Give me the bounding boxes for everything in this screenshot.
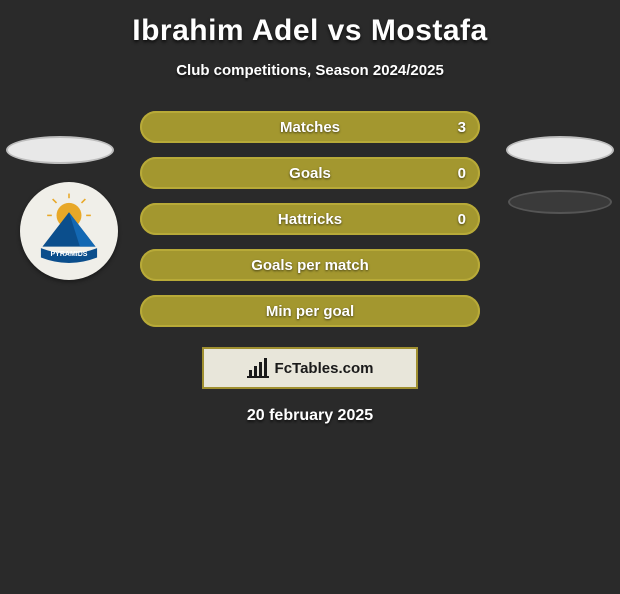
stat-bar-label: Hattricks — [140, 203, 480, 235]
stat-bar: Goals per match — [140, 249, 480, 281]
player-right-placeholder-2 — [508, 190, 612, 214]
stat-bar: Goals0 — [140, 157, 480, 189]
club-badge-text: PYRAMIDS — [51, 251, 88, 258]
stat-bar-label: Goals — [140, 157, 480, 189]
stat-bar: Matches3 — [140, 111, 480, 143]
stat-bar-label: Min per goal — [140, 295, 480, 327]
stat-bar-value: 0 — [458, 203, 466, 235]
player-left-placeholder — [6, 136, 114, 164]
bar-chart-icon — [247, 358, 269, 378]
stat-bar-label: Goals per match — [140, 249, 480, 281]
page-subtitle: Club competitions, Season 2024/2025 — [0, 62, 620, 79]
stat-bar-label: Matches — [140, 111, 480, 143]
player-right-placeholder-1 — [506, 136, 614, 164]
pyramids-logo-icon: PYRAMIDS — [30, 192, 108, 270]
stat-bar-value: 0 — [458, 157, 466, 189]
club-badge: PYRAMIDS — [20, 182, 118, 280]
date-text: 20 february 2025 — [0, 407, 620, 425]
stat-bar-value: 3 — [458, 111, 466, 143]
brand-box: FcTables.com — [202, 347, 418, 389]
brand-text: FcTables.com — [275, 360, 374, 377]
stat-bar: Hattricks0 — [140, 203, 480, 235]
stat-bar: Min per goal — [140, 295, 480, 327]
page-title: Ibrahim Adel vs Mostafa — [0, 14, 620, 48]
